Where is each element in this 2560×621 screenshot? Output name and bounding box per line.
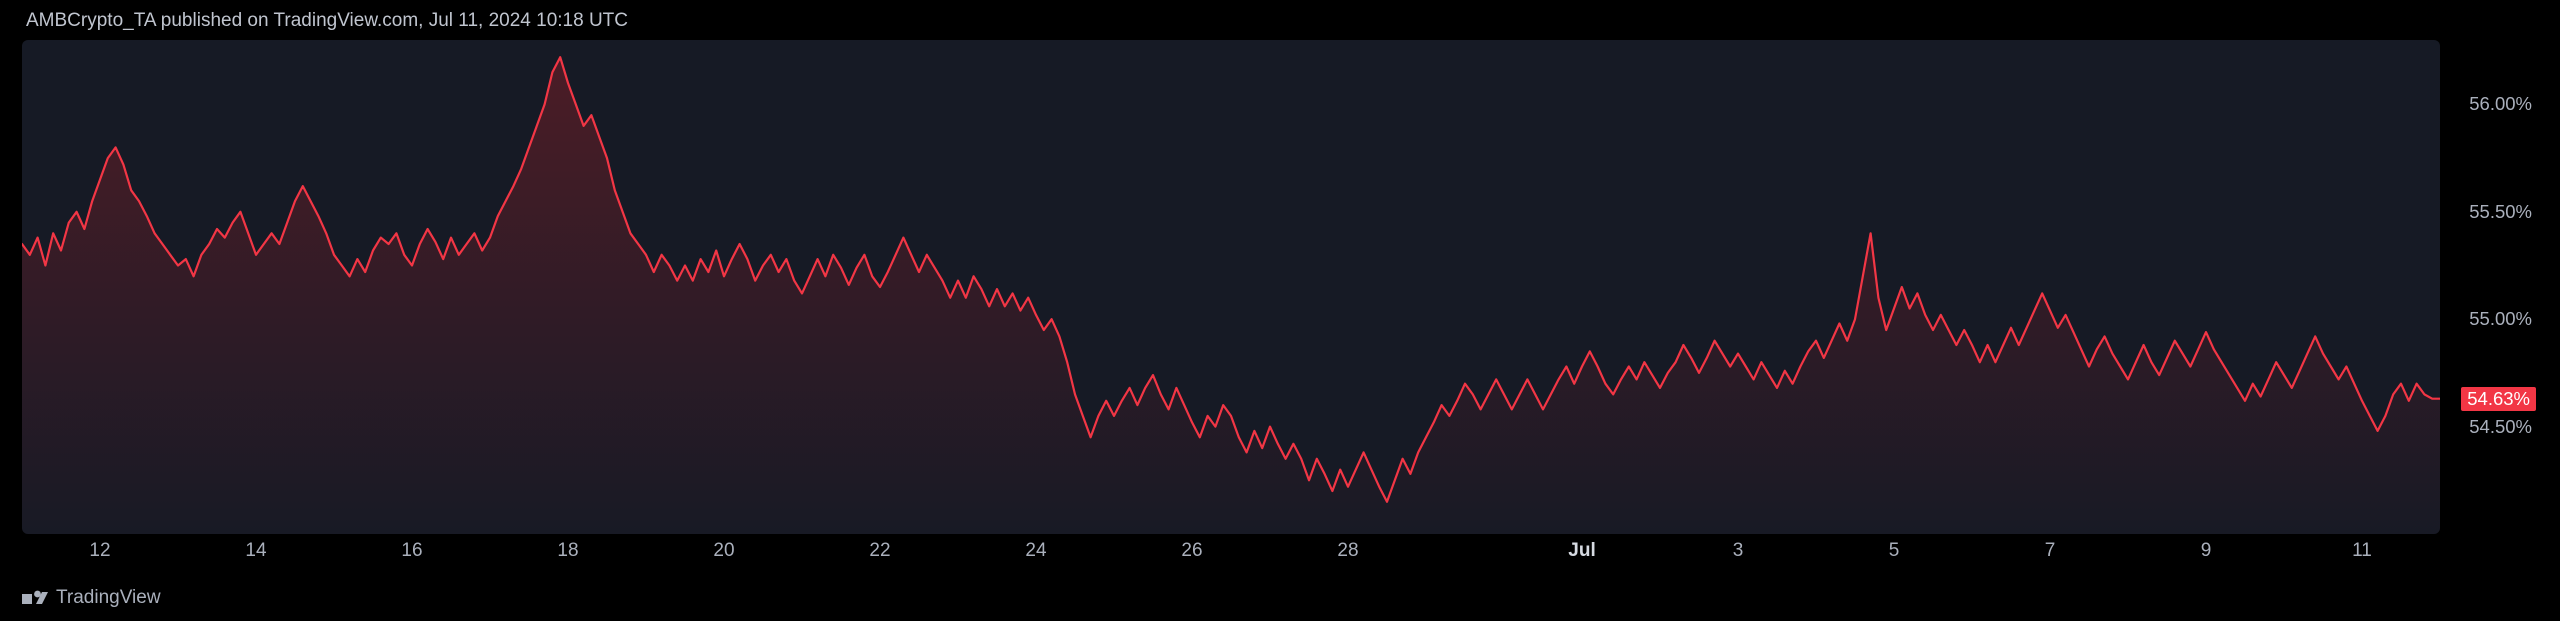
chart-attribution: AMBCrypto_TA published on TradingView.co… [22, 10, 2538, 32]
y-axis: 56.00% 55.50% 55.00% 54.50% 54.63% [2440, 40, 2538, 534]
x-tick-label: 26 [1181, 540, 1202, 562]
x-tick-label: 7 [2045, 540, 2056, 562]
x-tick-label: 12 [89, 540, 110, 562]
x-tick-label: 24 [1025, 540, 1046, 562]
tradingview-logo-icon [22, 590, 48, 606]
footer-brand: TradingView [22, 587, 161, 609]
y-tick-label: 54.50% [2469, 416, 2532, 438]
x-tick-label: 20 [713, 540, 734, 562]
chart-svg [22, 40, 2440, 534]
plot-frame: 56.00% 55.50% 55.00% 54.50% 54.63% 12 14 16 18 2… [22, 40, 2538, 570]
x-tick-label: 22 [869, 540, 890, 562]
x-tick-label: 5 [1889, 540, 1900, 562]
x-tick-label: 11 [2352, 540, 2372, 562]
x-tick-label: Jul [1568, 540, 1595, 562]
y-tick-label: 56.00% [2469, 93, 2532, 115]
current-price-tag: 54.63% [2461, 387, 2536, 411]
chart-container: AMBCrypto_TA published on TradingView.co… [0, 0, 2560, 621]
x-tick-label: 28 [1337, 540, 1358, 562]
x-axis: 12 14 16 18 20 22 24 26 28 Jul 3 5 7 9 11 [22, 534, 2440, 570]
x-tick-label: 14 [245, 540, 266, 562]
footer-brand-text: TradingView [56, 587, 161, 609]
y-tick-label: 55.00% [2469, 308, 2532, 330]
x-tick-label: 9 [2201, 540, 2212, 562]
y-tick-label: 55.50% [2469, 201, 2532, 223]
x-tick-label: 16 [401, 540, 422, 562]
plot-area[interactable] [22, 40, 2440, 534]
x-tick-label: 18 [557, 540, 578, 562]
x-tick-label: 3 [1733, 540, 1744, 562]
